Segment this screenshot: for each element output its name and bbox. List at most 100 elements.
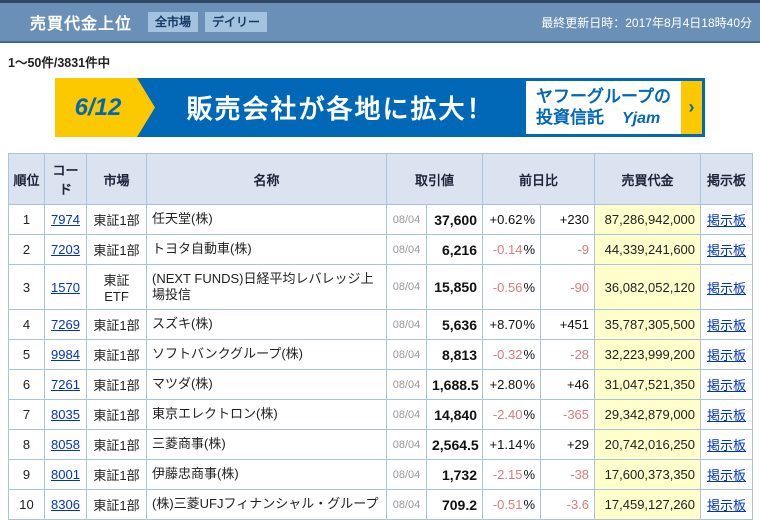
change-pct-cell: +1.14% <box>482 429 542 460</box>
ranking-table: 順位 コード 市場 名称 取引値 前日比 売買代金 掲示板 1 7974 東証1… <box>8 153 754 520</box>
board-cell: 掲示板 <box>700 489 754 520</box>
change-pct-value: -0.51 <box>492 497 523 512</box>
table-row: 9 8001 東証1部 伊藤忠商事(株) 08/04 1,732 -2.15% … <box>8 459 754 490</box>
market-cell: 東証1部 <box>86 459 147 490</box>
board-link[interactable]: 掲示板 <box>707 408 747 423</box>
code-link[interactable]: 7974 <box>51 212 80 227</box>
table-row: 1 7974 東証1部 任天堂(株) 08/04 37,600 +0.62% +… <box>8 204 754 235</box>
code-link[interactable]: 8035 <box>51 407 80 422</box>
board-cell: 掲示板 <box>700 339 754 370</box>
change-value-cell: -28 <box>540 339 596 370</box>
code-link[interactable]: 8306 <box>51 497 80 512</box>
code-link[interactable]: 7261 <box>51 377 80 392</box>
rank-cell: 10 <box>8 489 45 520</box>
price-cell: 709.2 <box>425 489 484 520</box>
change-value: -28 <box>570 347 590 362</box>
board-link[interactable]: 掲示板 <box>707 318 747 333</box>
board-link[interactable]: 掲示板 <box>707 243 747 258</box>
code-cell: 8058 <box>44 429 87 460</box>
percent-sign: % <box>523 347 536 362</box>
change-pct-value: +1.14 <box>489 437 523 452</box>
change-value-cell: -9 <box>540 234 596 265</box>
percent-sign: % <box>523 317 536 332</box>
change-value-cell: -365 <box>540 399 596 430</box>
change-value-cell: +29 <box>540 429 596 460</box>
trading-value-cell: 36,082,052,120 <box>594 264 702 310</box>
yjam-logo: Yjam <box>622 110 661 128</box>
date-cell: 08/04 <box>386 339 427 370</box>
change-pct-value: +8.70 <box>489 317 523 332</box>
code-cell: 8035 <box>44 399 87 430</box>
price-cell: 6,216 <box>425 234 484 265</box>
board-link[interactable]: 掲示板 <box>707 378 747 393</box>
code-cell: 1570 <box>44 264 87 310</box>
code-cell: 9984 <box>44 339 87 370</box>
ad-banner[interactable]: 6/12 販売会社が各地に拡大！ ヤフーグループの 投資信託 Yjam › <box>55 78 705 137</box>
date-cell: 08/04 <box>386 369 427 400</box>
board-link[interactable]: 掲示板 <box>707 438 747 453</box>
rank-cell: 7 <box>8 399 45 430</box>
rank-cell: 1 <box>8 204 45 235</box>
change-pct-cell: -0.14% <box>482 234 542 265</box>
table-row: 10 8306 東証1部 (株)三菱UFJフィナンシャル・グループ 08/04 … <box>8 489 754 520</box>
code-cell: 8001 <box>44 459 87 490</box>
board-link[interactable]: 掲示板 <box>707 468 747 483</box>
board-link[interactable]: 掲示板 <box>707 213 747 228</box>
market-cell: 東証1部 <box>86 399 147 430</box>
header-code: コード <box>44 153 87 205</box>
filter-all-markets-button[interactable]: 全市場 <box>148 11 199 33</box>
board-cell: 掲示板 <box>700 264 754 310</box>
price-cell: 1,732 <box>425 459 484 490</box>
percent-sign: % <box>523 437 536 452</box>
percent-sign: % <box>523 212 536 227</box>
change-pct-cell: +0.62% <box>482 204 542 235</box>
banner-arrow-icon: › <box>681 81 702 134</box>
code-link[interactable]: 9984 <box>51 347 80 362</box>
board-link[interactable]: 掲示板 <box>707 498 747 513</box>
price-cell: 15,850 <box>425 264 484 310</box>
percent-sign: % <box>523 377 536 392</box>
change-pct-cell: +2.80% <box>482 369 542 400</box>
rank-cell: 2 <box>8 234 45 265</box>
percent-sign: % <box>523 497 536 512</box>
header-name: 名称 <box>146 153 387 205</box>
percent-sign: % <box>523 467 536 482</box>
trading-value-cell: 35,787,305,500 <box>594 309 702 340</box>
date-cell: 08/04 <box>386 204 427 235</box>
market-cell: 東証1部 <box>86 309 147 340</box>
board-link[interactable]: 掲示板 <box>707 348 747 363</box>
market-cell: 東証1部 <box>86 429 147 460</box>
code-link[interactable]: 8058 <box>51 437 80 452</box>
change-pct-cell: -2.40% <box>482 399 542 430</box>
rank-cell: 8 <box>8 429 45 460</box>
header-value: 売買代金 <box>594 153 702 205</box>
name-cell: スズキ(株) <box>146 309 387 340</box>
board-cell: 掲示板 <box>700 234 754 265</box>
banner-brand-line1: ヤフーグループの <box>536 86 671 106</box>
change-value: -90 <box>570 279 590 295</box>
name-cell: 三菱商事(株) <box>146 429 387 460</box>
rank-cell: 4 <box>8 309 45 340</box>
table-row: 2 7203 東証1部 トヨタ自動車(株) 08/04 6,216 -0.14%… <box>8 234 754 265</box>
filter-daily-button[interactable]: デイリー <box>205 11 268 33</box>
change-pct-value: -0.56 <box>492 279 523 295</box>
price-cell: 14,840 <box>425 399 484 430</box>
change-value-cell: +451 <box>540 309 596 340</box>
code-link[interactable]: 7203 <box>51 242 80 257</box>
trading-value-cell: 32,223,999,200 <box>594 339 702 370</box>
board-cell: 掲示板 <box>700 399 754 430</box>
board-cell: 掲示板 <box>700 429 754 460</box>
stock-table-body: 1 7974 東証1部 任天堂(株) 08/04 37,600 +0.62% +… <box>8 204 754 520</box>
code-link[interactable]: 7269 <box>51 317 80 332</box>
code-link[interactable]: 8001 <box>51 467 80 482</box>
board-cell: 掲示板 <box>700 369 754 400</box>
board-link[interactable]: 掲示板 <box>707 280 747 296</box>
market-cell: 東証1部 <box>86 369 147 400</box>
market-cell: 東証1部 <box>86 339 147 370</box>
percent-sign: % <box>523 407 536 422</box>
market-cell: 東証1部 <box>86 234 147 265</box>
change-pct-cell: -0.56% <box>482 264 542 310</box>
date-cell: 08/04 <box>386 429 427 460</box>
name-cell: ソフトバンクグループ(株) <box>146 339 387 370</box>
code-link[interactable]: 1570 <box>51 279 80 295</box>
